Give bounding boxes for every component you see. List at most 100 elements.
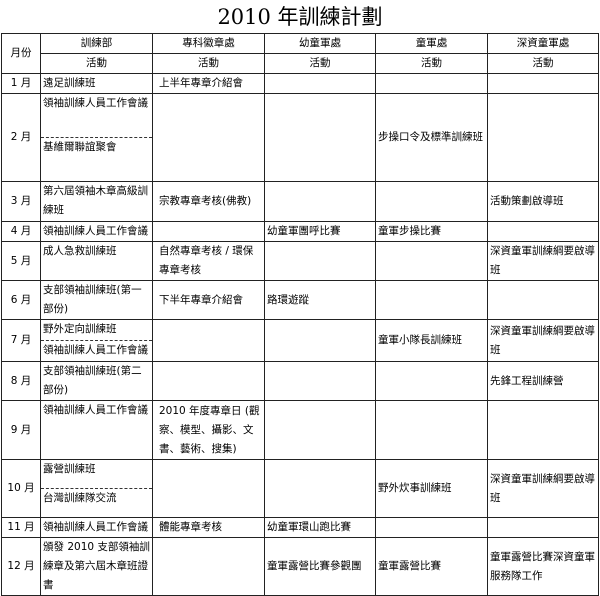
training-activity: 領袖訓練人員工作會議 [43, 344, 148, 356]
month-row: 1 月遠足訓練班 上半年專章介紹會 [1, 73, 599, 94]
badge-cell [152, 93, 265, 182]
scout-cell: 童軍露營比賽 [375, 537, 488, 596]
badge-cell: 下半年專章介紹會 [152, 280, 265, 320]
cub-cell [264, 361, 376, 401]
training-activity: 野外定向訓練班 [41, 321, 152, 341]
venture-cell: 深資童軍訓練綱要啟導班 [487, 241, 599, 281]
training-activity: 台灣訓練隊交流 [43, 492, 117, 504]
badge-cell: 上半年專章介紹會 [152, 73, 265, 94]
month-row: 5 月成人急救訓練班 自然專章考核 / 環保專章考核 深資童軍訓練綱要啟導班 [1, 241, 599, 281]
month-cell: 5 月 [1, 241, 41, 281]
cub-cell: 幼童軍環山跑比賽 [264, 517, 376, 538]
month-cell: 10 月 [1, 459, 41, 518]
training-cell: 頒發 2010 支部領袖訓練章及第六屆木章班證書 [40, 537, 153, 596]
activity-header: 活動 [375, 53, 488, 74]
dept-header: 童軍處 [375, 33, 488, 54]
cub-cell [264, 400, 376, 460]
training-cell: 支部領袖訓練班(第一部份) [40, 280, 153, 320]
month-cell: 9 月 [1, 400, 41, 460]
dept-header: 訓練部 [40, 33, 153, 54]
cub-cell: 童軍露營比賽參觀團 [264, 537, 376, 596]
venture-cell: 深資童軍訓練綱要啟導班 [487, 459, 599, 518]
subheader-row: 活動 活動 活動 活動 活動 [2, 53, 599, 74]
scout-cell: 野外炊事訓練班 [375, 459, 488, 518]
badge-cell [152, 459, 265, 518]
badge-cell [152, 361, 265, 401]
badge-cell: 2010 年度專章日 (觀察、模型、攝影、文書、藝術、搜集) [152, 400, 265, 460]
month-row: 2 月領袖訓練人員工作會議基維爾聯誼聚會 步操口令及標準訓練班 [1, 93, 599, 182]
cub-cell [264, 241, 376, 281]
badge-cell [152, 319, 265, 362]
activity-header: 活動 [152, 53, 265, 74]
badge-cell [152, 221, 265, 242]
venture-cell [487, 280, 599, 320]
scout-cell: 童軍步操比賽 [375, 221, 488, 242]
cub-cell [264, 93, 376, 182]
training-activity: 露營訓練班 [41, 461, 152, 489]
page-title: 2010 年訓練計劃 [217, 5, 383, 29]
venture-cell: 深資童軍訓練綱要啟導班 [487, 319, 599, 362]
month-cell: 2 月 [1, 93, 41, 182]
venture-cell [487, 517, 599, 538]
month-cell: 8 月 [1, 361, 41, 401]
month-cell: 3 月 [1, 181, 41, 222]
header-row: 月份 訓練部 專科徽章處 幼童軍處 童軍處 深資童軍處 [1, 33, 599, 74]
dept-header: 深資童軍處 [487, 33, 599, 54]
month-cell: 6 月 [1, 280, 41, 320]
badge-cell: 體能專章考核 [152, 517, 265, 538]
training-cell: 成人急救訓練班 [40, 241, 153, 281]
cub-cell [264, 319, 376, 362]
training-cell: 第六屆領袖木章高級訓練班 [40, 181, 153, 222]
training-activity: 領袖訓練人員工作會議 [41, 95, 152, 138]
month-cell: 1 月 [1, 73, 41, 94]
month-cell: 7 月 [1, 319, 41, 362]
scout-cell [375, 241, 488, 281]
training-cell: 露營訓練班台灣訓練隊交流 [40, 459, 153, 518]
month-row: 4 月領袖訓練人員工作會議 幼童軍團呼比賽 童軍步操比賽 [1, 221, 599, 242]
training-cell: 野外定向訓練班領袖訓練人員工作會議 [40, 319, 153, 362]
month-cell: 11 月 [1, 517, 41, 538]
venture-cell: 先鋒工程訓練營 [487, 361, 599, 401]
month-row: 6 月支部領袖訓練班(第一部份) 下半年專章介紹會 路環遊蹤 [1, 280, 599, 320]
badge-cell [152, 537, 265, 596]
scout-cell [375, 361, 488, 401]
training-cell: 領袖訓練人員工作會議 [40, 221, 153, 242]
cub-cell: 幼童軍團呼比賽 [264, 221, 376, 242]
scout-cell: 步操口令及標準訓練班 [375, 93, 488, 182]
month-row: 7 月野外定向訓練班 領袖訓練人員工作會議 童軍小隊長訓練班 深資童軍訓練綱要啟導班 [1, 319, 599, 362]
dept-header: 專科徽章處 [152, 33, 265, 54]
scout-cell [375, 400, 488, 460]
cub-cell [264, 459, 376, 518]
month-row: 8 月支部領袖訓練班(第二部份) 先鋒工程訓練營 [1, 361, 599, 401]
training-plan-table: 月份 訓練部 專科徽章處 幼童軍處 童軍處 深資童軍處 活動 活動 活動 活動 … [1, 33, 599, 596]
training-cell: 支部領袖訓練班(第二部份) [40, 361, 153, 401]
dept-header: 幼童軍處 [264, 33, 376, 54]
month-row: 12 月頒發 2010 支部領袖訓練章及第六屆木章班證書 童軍露營比賽參觀團 童軍露… [1, 537, 599, 596]
training-cell: 領袖訓練人員工作會議 [40, 517, 153, 538]
month-row: 3 月第六屆領袖木章高級訓練班 宗教專章考核(佛教) 活動策劃啟導班 [1, 181, 599, 222]
activity-header: 活動 [40, 53, 153, 74]
month-row: 11 月領袖訓練人員工作會議 體能專章考核 幼童軍環山跑比賽 [1, 517, 599, 538]
cub-cell: 路環遊蹤 [264, 280, 376, 320]
scout-cell [375, 280, 488, 320]
scout-cell [375, 73, 488, 94]
activity-header: 活動 [264, 53, 376, 74]
month-cell: 4 月 [1, 221, 41, 242]
training-activity: 基維爾聯誼聚會 [43, 141, 117, 153]
venture-cell [487, 93, 599, 182]
training-cell: 領袖訓練人員工作會議基維爾聯誼聚會 [40, 93, 153, 182]
training-cell: 遠足訓練班 [40, 73, 153, 94]
month-cell: 12 月 [1, 537, 41, 596]
month-header: 月份 [1, 33, 41, 74]
cub-cell [264, 73, 376, 94]
scout-cell [375, 181, 488, 222]
venture-cell [487, 73, 599, 94]
venture-cell [487, 221, 599, 242]
scout-cell [375, 517, 488, 538]
month-row: 9 月領袖訓練人員工作會議 2010 年度專章日 (觀察、模型、攝影、文書、藝術、… [1, 400, 599, 460]
venture-cell [487, 400, 599, 460]
month-row: 10 月露營訓練班台灣訓練隊交流 野外炊事訓練班 深資童軍訓練綱要啟導班 [1, 459, 599, 518]
venture-cell: 活動策劃啟導班 [487, 181, 599, 222]
cub-cell [264, 181, 376, 222]
badge-cell: 宗教專章考核(佛教) [152, 181, 265, 222]
